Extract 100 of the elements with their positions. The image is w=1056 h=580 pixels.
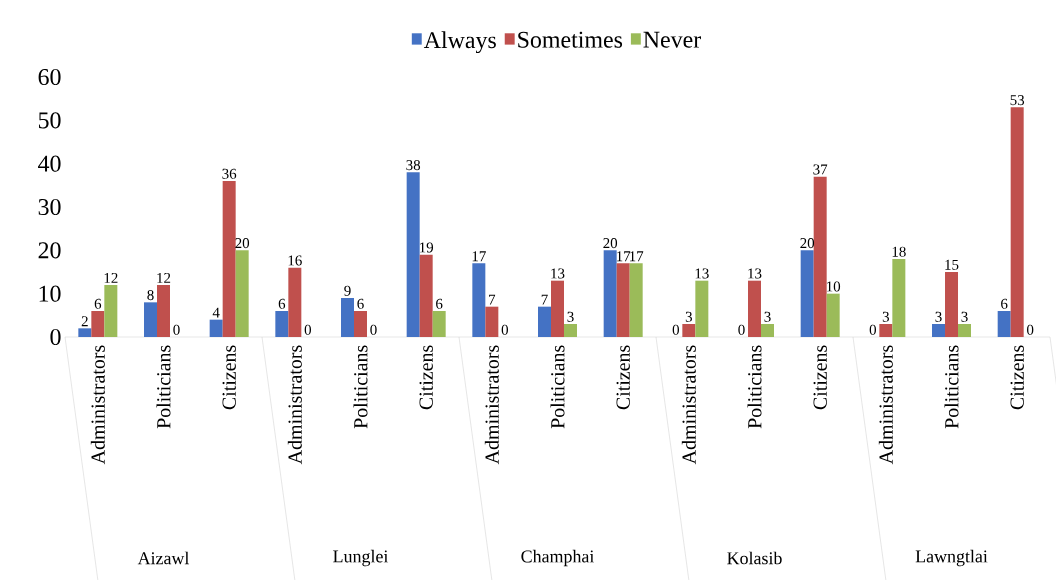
x-tick-label: Administrators (681, 345, 696, 465)
bar (564, 324, 578, 337)
data-label: 12 (157, 272, 171, 283)
data-label: 6 (1001, 298, 1008, 309)
data-label: 13 (551, 268, 565, 279)
y-tick-label: 60 (38, 68, 61, 86)
x-tick-label: Politicians (353, 345, 368, 429)
bar (104, 285, 118, 337)
bar (288, 267, 302, 337)
bar (892, 259, 906, 337)
bar (826, 293, 840, 337)
bar (748, 280, 762, 337)
data-label: 0 (370, 324, 377, 335)
data-label: 3 (882, 311, 889, 322)
x-tick-label: Citizens (616, 345, 630, 410)
data-label: 3 (935, 311, 942, 322)
data-label: 13 (748, 268, 762, 279)
bar (91, 311, 105, 337)
x-tick-label: Administrators (878, 345, 893, 465)
legend-label: Sometimes (518, 31, 623, 48)
data-label: 3 (764, 311, 771, 322)
data-label: 0 (501, 324, 509, 335)
bar (78, 328, 92, 337)
data-label: 20 (235, 238, 250, 249)
data-label: 17 (472, 251, 486, 262)
bar (629, 263, 643, 337)
data-label: 9 (344, 285, 351, 296)
bar (275, 311, 289, 337)
x-tick-label: Administrators (287, 345, 302, 465)
bar (813, 176, 827, 337)
x-tick-label: Citizens (419, 345, 433, 410)
bar (157, 285, 170, 337)
data-label: 0 (869, 324, 877, 335)
bar (222, 181, 236, 337)
y-tick-label: 10 (39, 285, 61, 302)
data-label: 6 (436, 298, 443, 309)
data-label: 20 (800, 238, 815, 249)
data-label: 36 (222, 168, 237, 179)
data-label: 10 (827, 281, 841, 292)
data-label: 7 (489, 294, 496, 305)
data-label: 7 (541, 294, 548, 305)
data-label: 20 (603, 238, 618, 249)
bar (209, 319, 223, 337)
text: Champhai (521, 549, 595, 567)
data-label: 4 (212, 307, 220, 318)
text: Lawngtlai (915, 549, 988, 567)
data-label: 17 (630, 251, 644, 262)
x-tick-label: Citizens (813, 345, 827, 410)
bar (485, 306, 499, 337)
x-tick-label: Citizens (222, 345, 236, 410)
bar (879, 324, 893, 337)
bar (603, 250, 617, 337)
bar (144, 302, 157, 337)
x-tick-label: Politicians (747, 345, 762, 429)
data-label: 3 (685, 311, 692, 322)
x-tick-label: Politicians (550, 345, 565, 429)
data-label: 37 (813, 164, 828, 175)
bar (432, 311, 446, 337)
data-label: 13 (695, 268, 709, 279)
bar (235, 250, 249, 337)
y-tick-label: 0 (50, 328, 61, 346)
data-label: 53 (1010, 95, 1025, 106)
text: Kolasib (727, 551, 782, 565)
bar (406, 172, 420, 337)
bar (1010, 107, 1024, 337)
data-label: 0 (672, 324, 680, 335)
bar (419, 254, 433, 337)
data-label: 0 (173, 324, 180, 335)
bar (551, 280, 565, 337)
data-label: 0 (1027, 324, 1034, 335)
data-label: 17 (617, 251, 631, 262)
text: Lunglei (333, 549, 389, 567)
data-label: 8 (147, 290, 154, 301)
data-label: 6 (278, 298, 286, 309)
data-label: 6 (357, 298, 364, 309)
data-label: 15 (945, 259, 959, 270)
y-tick-label: 20 (38, 242, 61, 259)
y-tick-label: 30 (38, 198, 61, 216)
x-tick-label: Politicians (156, 345, 171, 429)
bar (682, 324, 696, 337)
bar (616, 263, 630, 337)
data-label: 3 (961, 311, 968, 322)
data-label: 12 (104, 272, 118, 283)
data-label: 19 (420, 242, 434, 253)
x-tick-label: Administrators (484, 345, 499, 465)
bar (997, 311, 1011, 337)
bar (761, 324, 775, 337)
y-tick-label: 50 (38, 112, 61, 129)
bar (354, 311, 367, 337)
data-label: 18 (892, 246, 906, 257)
data-label: 6 (94, 298, 102, 309)
x-tick-label: Administrators (90, 345, 105, 465)
y-tick-label: 40 (38, 155, 61, 172)
data-label: 2 (81, 316, 88, 327)
legend-label: Never (643, 31, 701, 48)
bar (958, 324, 972, 337)
text: Aizawl (137, 551, 190, 565)
bar (538, 306, 552, 337)
bar (932, 324, 946, 337)
bar (341, 298, 354, 337)
